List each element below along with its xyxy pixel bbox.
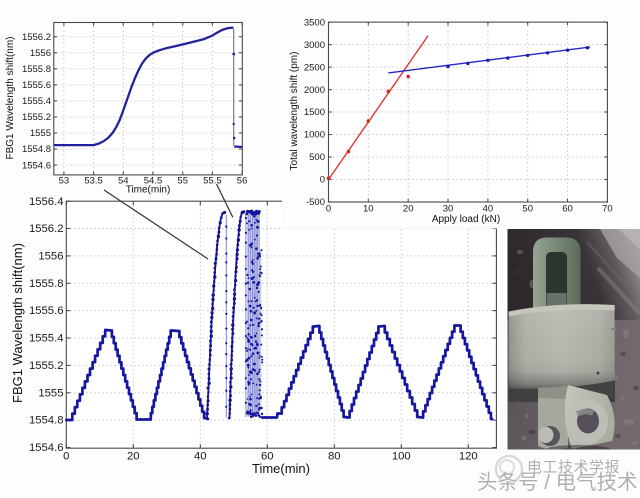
svg-text:1554.6: 1554.6 bbox=[22, 160, 51, 171]
svg-text:120: 120 bbox=[459, 451, 478, 463]
svg-text:-500: -500 bbox=[306, 197, 325, 208]
svg-text:1555.6: 1555.6 bbox=[29, 305, 64, 317]
svg-text:1555.8: 1555.8 bbox=[29, 278, 64, 290]
svg-text:55: 55 bbox=[177, 176, 188, 187]
svg-text:500: 500 bbox=[309, 152, 325, 163]
svg-text:1555.2: 1555.2 bbox=[22, 112, 51, 123]
svg-text:Apply load (kN): Apply load (kN) bbox=[432, 214, 500, 225]
svg-text:1555.2: 1555.2 bbox=[29, 360, 64, 372]
svg-text:电工技术学报: 电工技术学报 bbox=[527, 459, 620, 476]
svg-text:FBG1 Wavelength shift(nm): FBG1 Wavelength shift(nm) bbox=[5, 36, 16, 159]
svg-text:40: 40 bbox=[483, 204, 494, 215]
svg-text:3500: 3500 bbox=[304, 17, 325, 28]
svg-text:20: 20 bbox=[127, 451, 140, 463]
svg-text:1556: 1556 bbox=[30, 48, 51, 59]
svg-text:Time(min): Time(min) bbox=[252, 461, 310, 476]
svg-text:2500: 2500 bbox=[304, 62, 325, 73]
svg-text:1555.6: 1555.6 bbox=[22, 80, 51, 91]
svg-text:1556.2: 1556.2 bbox=[22, 32, 51, 43]
svg-text:55.5: 55.5 bbox=[203, 176, 222, 187]
svg-text:80: 80 bbox=[328, 451, 341, 463]
svg-text:70: 70 bbox=[602, 204, 613, 215]
svg-text:53.5: 53.5 bbox=[84, 176, 103, 187]
svg-text:54.5: 54.5 bbox=[144, 176, 163, 187]
svg-text:2000: 2000 bbox=[304, 85, 325, 96]
svg-text:1556.2: 1556.2 bbox=[29, 223, 64, 235]
svg-text:56: 56 bbox=[237, 176, 248, 187]
svg-text:1555.4: 1555.4 bbox=[22, 96, 51, 107]
svg-text:0: 0 bbox=[320, 175, 325, 186]
svg-text:100: 100 bbox=[392, 451, 411, 463]
svg-text:1554.6: 1554.6 bbox=[29, 442, 64, 454]
svg-text:头条号 / 电气技术: 头条号 / 电气技术 bbox=[477, 471, 638, 494]
svg-text:60: 60 bbox=[562, 204, 573, 215]
svg-text:1554.8: 1554.8 bbox=[22, 144, 51, 155]
svg-text:FBG1 Wavelength shift(nm): FBG1 Wavelength shift(nm) bbox=[10, 243, 25, 403]
svg-text:1556: 1556 bbox=[38, 251, 63, 263]
svg-text:1556.4: 1556.4 bbox=[29, 196, 64, 208]
svg-text:Time(min): Time(min) bbox=[126, 185, 171, 196]
svg-text:0: 0 bbox=[326, 204, 331, 215]
svg-text:0: 0 bbox=[63, 451, 69, 463]
svg-text:53: 53 bbox=[59, 176, 70, 187]
svg-text:1555.8: 1555.8 bbox=[22, 64, 51, 75]
svg-text:1500: 1500 bbox=[304, 107, 325, 118]
svg-text:20: 20 bbox=[403, 204, 414, 215]
svg-text:40: 40 bbox=[194, 451, 207, 463]
svg-text:50: 50 bbox=[522, 204, 533, 215]
svg-text:1000: 1000 bbox=[304, 130, 325, 141]
svg-text:54: 54 bbox=[118, 176, 129, 187]
svg-text:10: 10 bbox=[363, 204, 374, 215]
svg-text:60: 60 bbox=[261, 451, 274, 463]
svg-text:Total wavelength shift (pm): Total wavelength shift (pm) bbox=[289, 52, 300, 171]
svg-text:30: 30 bbox=[443, 204, 454, 215]
svg-text:1554.8: 1554.8 bbox=[29, 415, 64, 427]
svg-text:3000: 3000 bbox=[304, 40, 325, 51]
svg-text:1555.4: 1555.4 bbox=[29, 333, 64, 345]
svg-text:1555: 1555 bbox=[38, 387, 63, 399]
svg-text:1555: 1555 bbox=[30, 128, 51, 139]
